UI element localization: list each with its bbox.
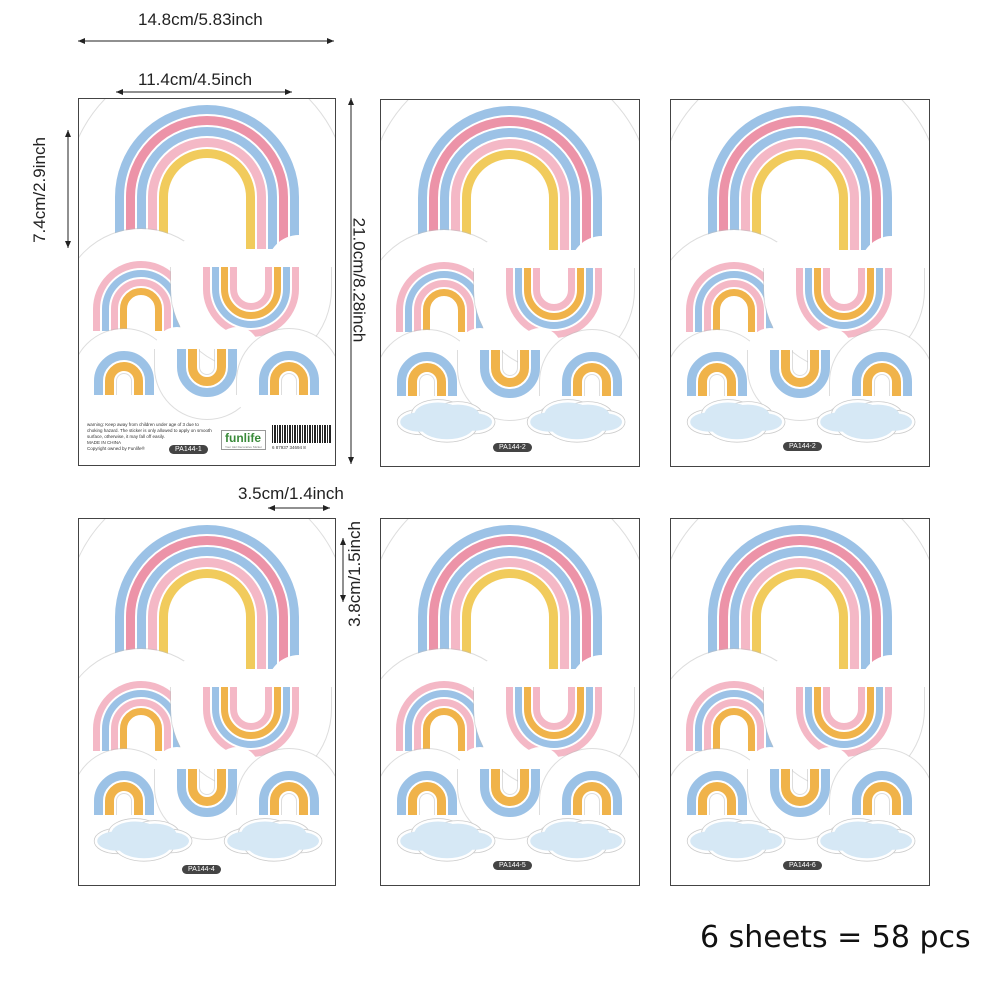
rainbow-height-arrow [65,130,71,248]
cloud-sticker [816,399,916,443]
small-rainbow-sticker [381,329,480,418]
sticker-sheet-5: PA144-5 [380,518,640,886]
cloud-sticker [223,818,323,862]
cloud-sticker [526,399,626,443]
cloud-sticker [526,818,626,862]
small-width-arrow [268,505,330,511]
sheet-height-arrow [348,98,354,464]
sheet-3-artwork [671,100,929,443]
small-rainbow-sticker [539,329,639,418]
small-u-rainbow-sticker [154,327,260,420]
small-height-arrow [340,538,346,602]
cloud-sticker [396,818,496,862]
sheet-code: PA144-2 [493,443,532,452]
barcode [272,425,332,443]
sheet-code: PA144-1 [169,445,208,454]
cloud-sticker [686,818,786,862]
large-rainbow-sticker [381,100,639,299]
copyright-text: Copyright owned by Funlife® [87,446,145,451]
art-width-arrow [116,89,292,95]
made-in-text: MADE IN CHINA [87,440,122,445]
medium-u-rainbow-sticker [170,235,332,370]
sheet-4-artwork [79,519,335,862]
brand-tagline: Your Idol Decorative Sticker [225,445,262,449]
sticker-sheet-3: PA144-2 [670,99,930,467]
small-rainbow-sticker [79,748,177,837]
large-rainbow-sticker [671,519,929,718]
small-u-rainbow-sticker [747,747,853,840]
sheet-1-artwork [79,99,335,420]
sheet-code: PA144-6 [783,861,822,870]
small-rainbow-sticker [236,748,335,837]
sheet-code: PA144-4 [182,865,221,874]
small-rainbow-sticker [381,748,480,837]
small-rainbow-sticker [539,748,639,837]
sheet-6-artwork [671,519,929,862]
small-rainbow-sticker [829,329,929,418]
medium-u-rainbow-sticker [473,236,635,371]
brand-logo: funlife Your Idol Decorative Sticker [221,430,266,450]
small-u-rainbow-sticker [747,328,853,421]
brand-logo-text: funlife [225,431,261,445]
full-width-label: 14.8cm/5.83inch [138,10,263,29]
small-rainbow-sticker [236,328,335,417]
large-rainbow-sticker [79,519,335,718]
small-rainbow-sticker [671,329,770,418]
cloud-sticker [93,818,193,862]
medium-u-rainbow-sticker [763,655,925,790]
small-width-label: 3.5cm/1.4inch [238,484,344,503]
large-rainbow-sticker [671,100,929,299]
art-width-label: 11.4cm/4.5inch [138,70,253,89]
sticker-sheet-4: PA144-4 [78,518,336,886]
small-rainbow-sticker [671,748,770,837]
sheet-5-artwork [381,519,639,862]
cloud-sticker [816,818,916,862]
sticker-sheet-6: PA144-6 [670,518,930,886]
small-rainbow-sticker [79,328,177,417]
full-width-arrow [78,38,334,44]
small-u-rainbow-sticker [457,328,563,421]
medium-u-rainbow-sticker [473,655,635,790]
warning-text: warning: Keep away from children under a… [87,422,212,439]
medium-u-rainbow-sticker [763,236,925,371]
sheet-code: PA144-5 [493,861,532,870]
sticker-sheet-1: warning: Keep away from children under a… [78,98,336,466]
cloud-sticker [686,399,786,443]
large-rainbow-sticker [381,519,639,718]
small-u-rainbow-sticker [457,747,563,840]
small-rainbow-sticker [829,748,929,837]
rainbow-height-label: 7.4cm/2.9inch [29,137,49,243]
small-u-rainbow-sticker [154,747,260,840]
sticker-sheet-2: PA144-2 [380,99,640,467]
sheet-2-artwork [381,100,639,443]
large-rainbow-sticker [79,99,335,298]
cloud-sticker [396,399,496,443]
barcode-number: 6 87937 34694 8 [272,445,306,450]
medium-u-rainbow-sticker [170,655,332,790]
sheet-code: PA144-2 [783,442,822,451]
total-count-text: 6 sheets = 58 pcs [700,920,971,955]
